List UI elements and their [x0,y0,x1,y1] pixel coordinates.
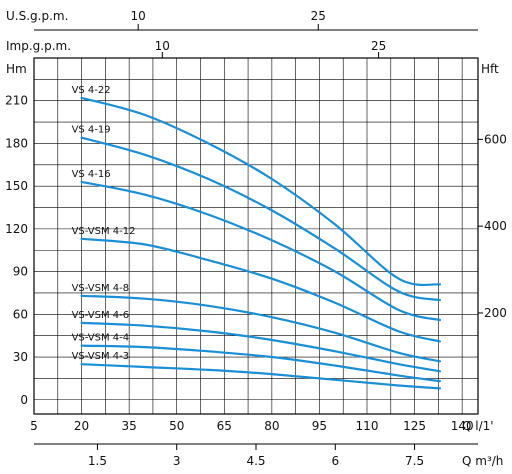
usgpm-tick-label: 10 [131,9,146,23]
x-tick-label-m3h: 4.5 [246,454,265,468]
grid [34,58,478,414]
curves [80,96,441,390]
head-m-unit-label: Hm [6,62,27,76]
y-tick-label-m: 120 [5,222,28,236]
series-label: VS-VSM 4-6 [72,310,130,321]
top-axes: U.S.g.p.m. Imp.g.p.m. 10 25 10 25 [6,9,478,59]
y-tick-label-m: 180 [5,136,28,150]
y-tick-label-m: 90 [13,265,28,279]
x-tick-label-lmin: 80 [264,419,279,433]
y-tick-label-ft: 200 [484,306,507,320]
y-tick-label-m: 210 [5,94,28,108]
x-tick-label-lmin: 20 [74,419,89,433]
x-tick-label-m3h: 3 [173,454,181,468]
x-tick-label-lmin: 5 [30,419,38,433]
x-tick-label-lmin: 35 [122,419,137,433]
series-label: VS-VSM 4-3 [72,351,130,362]
usgpm-tick-label: 25 [311,9,326,23]
series-label: VS-VSM 4-8 [72,283,130,294]
x-tick-label-lmin: 65 [217,419,232,433]
series-label: VS 4-19 [72,125,111,136]
series-label: VS 4-16 [72,169,111,180]
impgpm-tick-label: 10 [155,39,170,53]
series-line [80,237,441,343]
impgpm-tick-label: 25 [371,39,386,53]
series-line [80,136,441,302]
x-tick-label-lmin: 95 [312,419,327,433]
x-tick-label-lmin: 110 [356,419,379,433]
y-tick-label-ft: 600 [484,132,507,146]
x-tick-label-m3h: 6 [331,454,339,468]
series-line [80,294,441,363]
y-tick-label-m: 60 [13,307,28,321]
y-tick-label-m: 0 [20,393,28,407]
series-label: VS-VSM 4-12 [72,226,136,237]
flow-m3h-unit-label: Q m³/h [462,454,503,468]
series-label: VS 4-22 [72,85,111,96]
series-line [80,321,441,373]
flow-lmin-unit-label: Q l/1' [462,419,494,433]
x-tick-label-lmin: 50 [169,419,184,433]
x-tick-label-lmin: 125 [403,419,426,433]
head-ft-unit-label: Hft [481,62,499,76]
x-tick-label-lmin: 140 [451,419,474,433]
series-line [80,180,441,322]
impgpm-unit-label: Imp.g.p.m. [6,39,71,53]
labels: 0 30 60 90 120 150 180 210 200 400 600 5 20 35 50 65 80 9… [5,85,507,468]
series-label: VS-VSM 4-4 [72,333,130,344]
x-tick-label-m3h: 7.5 [405,454,424,468]
series-line [80,96,441,287]
y-tick-label-m: 30 [13,350,28,364]
usgpm-unit-label: U.S.g.p.m. [6,9,68,23]
series-line [80,344,441,383]
x-tick-label-m3h: 1.5 [88,454,107,468]
series-line [80,363,441,390]
y-tick-label-m: 150 [5,179,28,193]
y-tick-label-ft: 400 [484,219,507,233]
